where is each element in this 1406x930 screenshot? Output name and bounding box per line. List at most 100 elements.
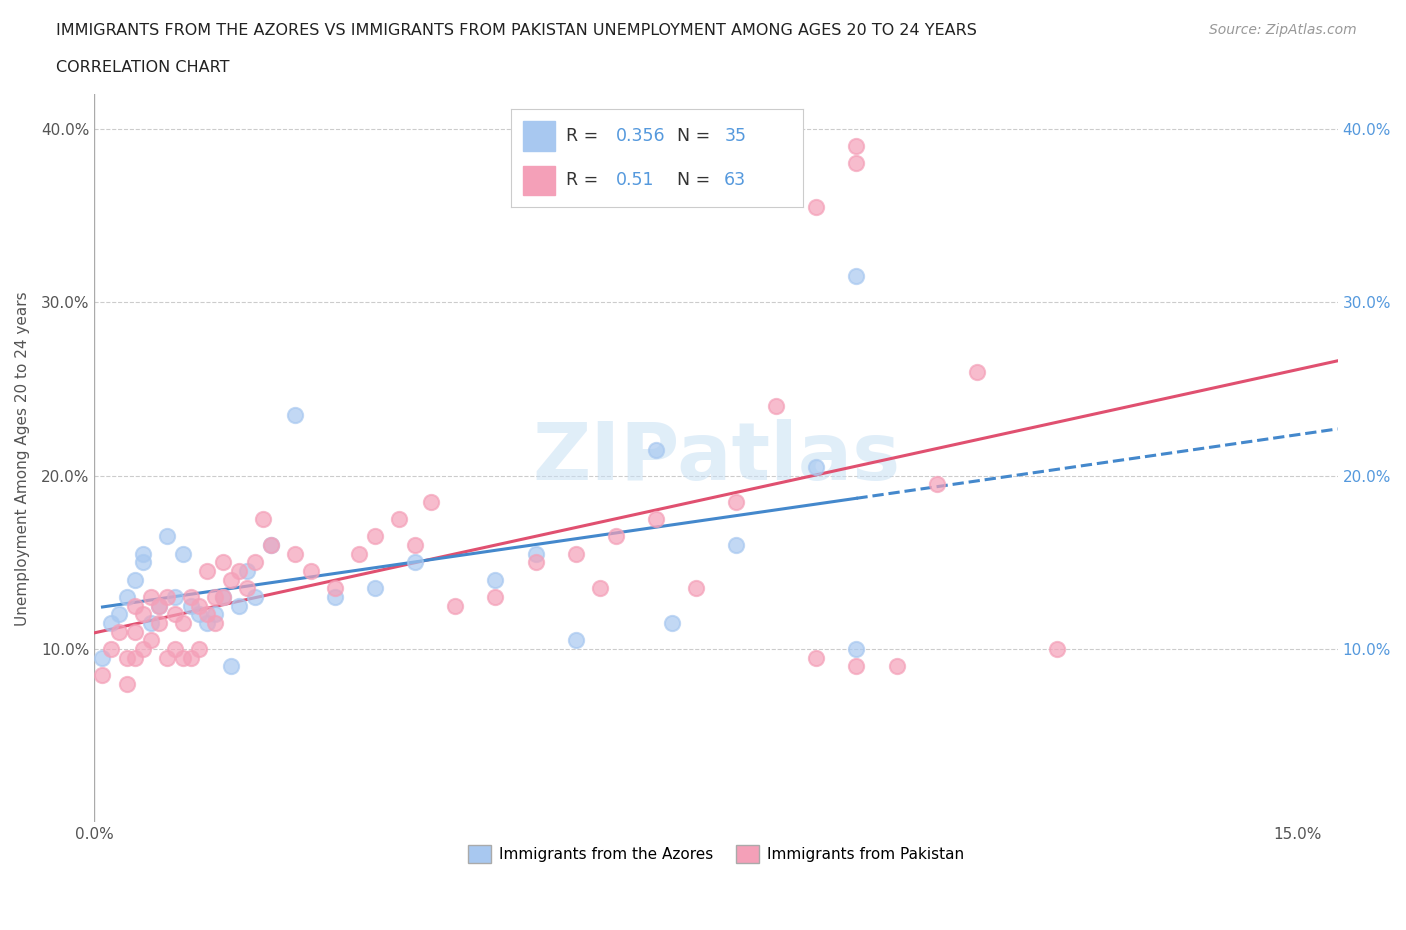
Point	[204, 616, 226, 631]
Point	[211, 590, 233, 604]
Point	[260, 538, 283, 552]
Point	[925, 477, 948, 492]
Point	[236, 564, 259, 578]
Y-axis label: Unemployment Among Ages 20 to 24 years: Unemployment Among Ages 20 to 24 years	[15, 291, 30, 626]
Point	[252, 512, 274, 526]
Point	[589, 581, 612, 596]
Point	[139, 616, 162, 631]
Point	[139, 633, 162, 648]
Point	[180, 650, 202, 665]
Text: IMMIGRANTS FROM THE AZORES VS IMMIGRANTS FROM PAKISTAN UNEMPLOYMENT AMONG AGES 2: IMMIGRANTS FROM THE AZORES VS IMMIGRANTS…	[56, 23, 977, 38]
Point	[195, 564, 218, 578]
Legend: Immigrants from the Azores, Immigrants from Pakistan: Immigrants from the Azores, Immigrants f…	[463, 839, 970, 870]
Point	[195, 616, 218, 631]
Point	[284, 546, 307, 561]
Point	[195, 607, 218, 622]
Point	[845, 139, 868, 153]
Point	[806, 199, 828, 214]
Point	[187, 642, 209, 657]
Point	[204, 607, 226, 622]
Point	[886, 659, 908, 674]
Point	[107, 624, 129, 639]
Point	[219, 572, 242, 587]
Point	[524, 546, 547, 561]
Point	[444, 598, 467, 613]
Point	[131, 642, 153, 657]
Point	[404, 538, 426, 552]
Point	[605, 529, 627, 544]
Point	[564, 633, 586, 648]
Point	[131, 555, 153, 570]
Point	[180, 598, 202, 613]
Point	[115, 650, 138, 665]
Point	[645, 512, 668, 526]
Point	[364, 581, 387, 596]
Point	[172, 546, 194, 561]
Point	[131, 546, 153, 561]
Point	[219, 659, 242, 674]
Point	[524, 555, 547, 570]
Point	[124, 572, 146, 587]
Point	[180, 590, 202, 604]
Point	[115, 676, 138, 691]
Point	[163, 590, 186, 604]
Point	[845, 642, 868, 657]
Point	[806, 459, 828, 474]
Point	[645, 442, 668, 457]
Point	[661, 616, 683, 631]
Point	[148, 598, 170, 613]
Point	[725, 494, 748, 509]
Text: CORRELATION CHART: CORRELATION CHART	[56, 60, 229, 75]
Point	[148, 598, 170, 613]
Point	[139, 590, 162, 604]
Point	[404, 555, 426, 570]
Text: ZIPatlas: ZIPatlas	[531, 419, 900, 498]
Point	[124, 598, 146, 613]
Point	[100, 616, 122, 631]
Point	[845, 659, 868, 674]
Point	[243, 555, 266, 570]
Point	[115, 590, 138, 604]
Point	[323, 590, 346, 604]
Point	[484, 590, 506, 604]
Point	[323, 581, 346, 596]
Point	[484, 572, 506, 587]
Point	[91, 668, 114, 683]
Point	[163, 642, 186, 657]
Point	[725, 538, 748, 552]
Point	[148, 616, 170, 631]
Point	[228, 564, 250, 578]
Point	[124, 650, 146, 665]
Point	[163, 607, 186, 622]
Point	[211, 555, 233, 570]
Point	[806, 650, 828, 665]
Point	[284, 407, 307, 422]
Point	[228, 598, 250, 613]
Point	[107, 607, 129, 622]
Point	[420, 494, 443, 509]
Point	[388, 512, 411, 526]
Point	[966, 364, 988, 379]
Point	[1046, 642, 1069, 657]
Point	[156, 590, 179, 604]
Text: Source: ZipAtlas.com: Source: ZipAtlas.com	[1209, 23, 1357, 37]
Point	[845, 156, 868, 171]
Point	[187, 598, 209, 613]
Point	[765, 399, 787, 414]
Point	[131, 607, 153, 622]
Point	[100, 642, 122, 657]
Point	[236, 581, 259, 596]
Point	[260, 538, 283, 552]
Point	[299, 564, 322, 578]
Point	[156, 529, 179, 544]
Point	[564, 546, 586, 561]
Point	[187, 607, 209, 622]
Point	[243, 590, 266, 604]
Point	[845, 269, 868, 284]
Point	[211, 590, 233, 604]
Point	[172, 650, 194, 665]
Point	[156, 650, 179, 665]
Point	[364, 529, 387, 544]
Point	[172, 616, 194, 631]
Point	[204, 590, 226, 604]
